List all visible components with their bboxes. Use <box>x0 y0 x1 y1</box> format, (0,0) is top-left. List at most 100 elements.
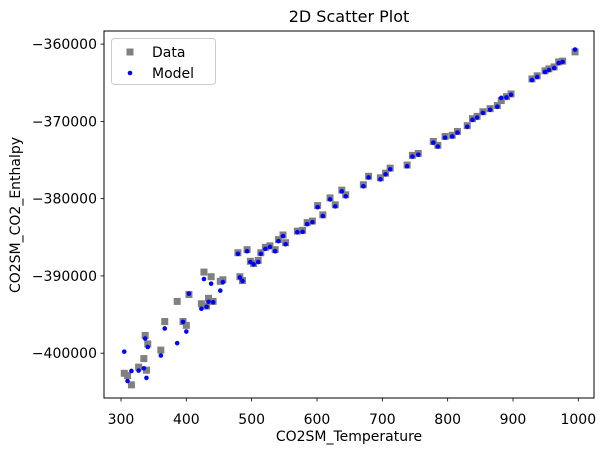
model-point-dot <box>320 213 326 219</box>
model-point-dot <box>136 368 141 373</box>
legend-box <box>111 38 216 85</box>
model-point-dot <box>383 172 388 177</box>
data-point-square <box>200 268 208 276</box>
model-point-dot <box>310 219 315 225</box>
model-point-dot <box>304 221 310 227</box>
data-point-square <box>205 294 213 302</box>
model-point-dot <box>504 95 509 100</box>
data-point-square <box>142 366 150 374</box>
legend-dot-marker-icon <box>127 70 133 76</box>
model-point-dot <box>464 124 470 130</box>
data-point-square <box>124 372 132 380</box>
y-tick-label: −380000 <box>32 192 97 208</box>
data-point-square <box>140 355 148 363</box>
model-point-dot <box>332 204 338 209</box>
model-point-dot <box>343 194 349 199</box>
y-tick-label: −400000 <box>32 346 97 362</box>
model-point-dot <box>410 154 415 159</box>
model-point-dot <box>180 319 186 325</box>
model-point-dot <box>315 204 320 210</box>
model-point-dot <box>480 110 486 116</box>
model-point-dot <box>508 92 514 98</box>
model-point-dot <box>251 262 256 267</box>
model-point-dot <box>204 304 209 310</box>
model-point-dot <box>267 244 273 250</box>
model-point-dot <box>244 248 250 254</box>
model-point-dot <box>144 375 149 381</box>
data-point-square <box>135 363 143 371</box>
x-tick-label: 900 <box>500 412 527 428</box>
model-point-dot <box>208 281 214 286</box>
model-point-dot <box>498 95 504 101</box>
model-point-dot <box>283 241 288 247</box>
chart-title: 2D Scatter Plot <box>289 7 410 26</box>
legend-label-data: Data <box>152 45 185 61</box>
x-tick-label: 400 <box>173 412 200 428</box>
model-point-dot <box>263 246 268 252</box>
model-point-dot <box>258 251 264 257</box>
data-point-square <box>497 97 505 105</box>
model-point-dot <box>546 67 552 73</box>
data-point-square <box>173 297 181 305</box>
model-point-dot <box>415 152 421 157</box>
model-point-dot <box>378 177 383 182</box>
legend-label-model: Model <box>152 66 194 82</box>
model-point-dot <box>199 306 204 312</box>
model-point-dot <box>145 344 151 350</box>
x-axis-label: CO2SM_Temperature <box>276 429 422 445</box>
model-point-dot <box>129 368 134 374</box>
model-point-dot <box>276 238 281 244</box>
data-point-square <box>197 300 205 308</box>
model-point-dot <box>248 259 253 265</box>
model-point-dot <box>387 167 393 172</box>
model-point-dot <box>455 130 460 135</box>
y-tick-label: −360000 <box>32 37 97 53</box>
legend-square-marker-icon <box>126 48 134 56</box>
y-axis-ticks: −360000 −370000 −380000 −390000 −400000 <box>32 37 104 362</box>
model-point-dot <box>572 47 578 52</box>
data-point-square <box>571 48 579 56</box>
model-point-dot <box>141 365 147 371</box>
x-tick-label: 700 <box>369 412 396 428</box>
model-point-dot <box>162 326 168 331</box>
x-tick-label: 300 <box>108 412 135 428</box>
model-point-dot <box>442 135 448 140</box>
model-point-dot <box>339 189 345 194</box>
model-point-dot <box>487 107 493 113</box>
model-point-dot <box>237 275 243 280</box>
model-point-dot <box>125 378 130 384</box>
model-point-dot <box>556 60 562 66</box>
data-point-square <box>157 346 165 354</box>
model-point-dot <box>542 69 548 75</box>
model-point-dot <box>280 233 286 239</box>
model-point-dot <box>210 299 216 305</box>
model-point-dot <box>235 251 241 257</box>
model-point-dot <box>435 144 441 149</box>
model-point-dot <box>158 353 164 358</box>
model-point-dot <box>201 276 207 282</box>
model-point-dot <box>495 104 500 110</box>
model-point-dot <box>534 74 540 80</box>
model-point-dot <box>255 259 261 265</box>
y-tick-label: −390000 <box>32 269 97 285</box>
model-point-dot <box>142 336 148 341</box>
model-point-dot <box>121 349 127 354</box>
data-point-square <box>161 318 169 326</box>
x-tick-label: 1000 <box>560 412 596 428</box>
model-point-dot <box>430 140 436 145</box>
legend: Data Model <box>111 38 216 85</box>
model-point-dot <box>220 279 226 285</box>
y-axis-label: CO2SM_CO2_Enthalpy <box>8 137 24 293</box>
model-point-dot <box>184 329 189 334</box>
model-point-dot <box>404 163 410 169</box>
model-point-dot <box>366 175 371 180</box>
model-point-dot <box>206 299 211 305</box>
model-point-dot <box>295 229 300 235</box>
data-point-square <box>182 321 190 329</box>
model-series-points <box>121 47 578 384</box>
model-point-dot <box>300 229 305 235</box>
model-point-dot <box>186 291 192 296</box>
model-point-dot <box>272 248 278 254</box>
